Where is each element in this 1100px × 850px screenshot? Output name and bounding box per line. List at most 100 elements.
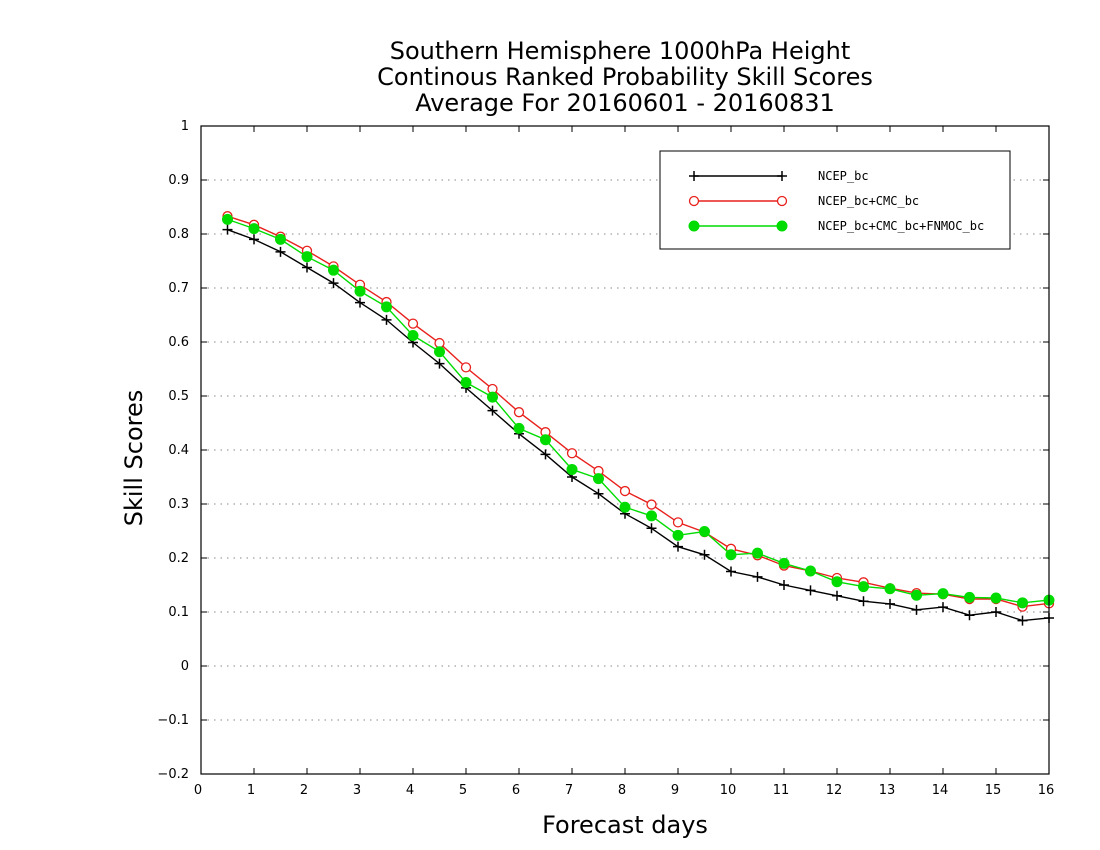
grid-lines [201,179,1049,721]
data-point [725,549,737,561]
x-tick-label: 3 [353,783,361,798]
data-point [885,598,895,609]
data-point [646,510,657,522]
data-point [858,581,869,593]
data-point [593,473,604,485]
legend-item: NCEP_bc [689,169,869,183]
data-point [460,377,472,388]
data-point [222,224,233,235]
x-tick-label: 0 [194,783,202,798]
data-point [328,278,339,289]
legend-label: NCEP_bc+CMC_bc [818,194,919,208]
data-point [1017,615,1028,626]
data-point [249,234,259,245]
data-point [381,301,392,313]
data-point [964,610,975,621]
data-point [487,391,498,403]
data-point [407,330,419,342]
y-tick-label: 0.3 [168,497,189,512]
data-point [566,463,578,475]
data-point [673,541,683,552]
y-tick-label: 0.5 [168,389,189,404]
data-point [1017,597,1028,609]
data-point [222,213,233,225]
data-point [434,358,445,369]
legend-marker [777,171,787,181]
data-point [540,434,551,446]
data-point [593,488,604,499]
chart-title-line-2: Continous Ranked Probability Skill Score… [377,63,873,91]
legend-marker [688,220,700,232]
x-tick-label: 5 [459,783,467,798]
legend-item: NCEP_bc+CMC_bc+FNMOC_bc [688,219,984,233]
data-point [248,223,260,235]
legend-marker [776,195,788,207]
x-tick-label: 4 [406,783,414,798]
y-tick-label: 0.4 [168,443,189,458]
x-tick-label: 10 [720,783,737,798]
y-axis-ticks: −0.2 −0.1 0 0.1 0.2 0.3 0.4 0.5 0.6 0.7 0.8 0.9 1 [157,119,1049,782]
series-1 [222,224,1054,626]
y-axis-label: Skill Scores [120,390,148,527]
data-point [540,449,551,460]
data-point [991,607,1001,617]
x-tick-label: 12 [826,783,843,798]
plot-frame [200,125,1050,775]
y-tick-label: 0.9 [168,173,189,188]
legend-label: NCEP_bc [818,169,869,183]
x-tick-label: 1 [247,783,255,798]
data-point [831,576,843,588]
data-point [566,448,578,459]
data-point [460,362,472,373]
data-point [779,580,789,590]
series-layer [222,211,1055,626]
data-point [381,314,392,325]
data-point [672,529,684,541]
data-point [726,566,736,577]
data-point [990,592,1002,604]
data-point [646,499,657,510]
data-point [646,523,657,534]
legend-item: NCEP_bc+CMC_bc [688,194,919,208]
legend-label: NCEP_bc+CMC_bc+FNMOC_bc [818,219,984,233]
data-point [884,583,896,595]
chart-title-line-3: Average For 20160601 - 20160831 [415,89,835,117]
y-tick-label: 0.1 [168,605,189,620]
x-tick-label: 16 [1038,783,1055,798]
data-point [858,596,869,607]
data-point [832,590,842,601]
legend: NCEP_bc NCEP_bc+CMC_bc NCEP_bc+CMC_bc+FNMO… [659,150,1011,250]
x-tick-label: 11 [773,783,790,798]
y-tick-label: 0 [181,659,189,674]
data-point [805,565,816,577]
series-line [227,215,1050,608]
data-point [938,602,948,613]
y-tick-label: 1 [181,119,189,134]
legend-box [659,150,1011,250]
data-point [302,262,312,273]
legend-marker [689,171,699,181]
x-tick-label: 2 [300,783,308,798]
data-point [619,501,631,513]
x-tick-label: 14 [932,783,949,798]
data-point [487,405,498,416]
data-point [434,346,445,358]
data-point [328,264,339,276]
data-point [699,549,710,560]
legend-marker [688,195,700,207]
x-tick-label: 15 [985,783,1002,798]
x-axis-label: Forecast days [542,811,708,839]
data-point [355,297,365,308]
x-tick-label: 9 [671,783,679,798]
data-point [407,318,419,329]
data-point [513,407,525,418]
data-point [513,422,525,434]
data-point [911,589,922,601]
data-point [699,526,710,538]
x-tick-label: 7 [565,783,573,798]
y-tick-label: −0.2 [157,767,189,782]
data-point [275,233,286,245]
legend-marker [776,220,788,232]
y-tick-label: −0.1 [157,713,189,728]
